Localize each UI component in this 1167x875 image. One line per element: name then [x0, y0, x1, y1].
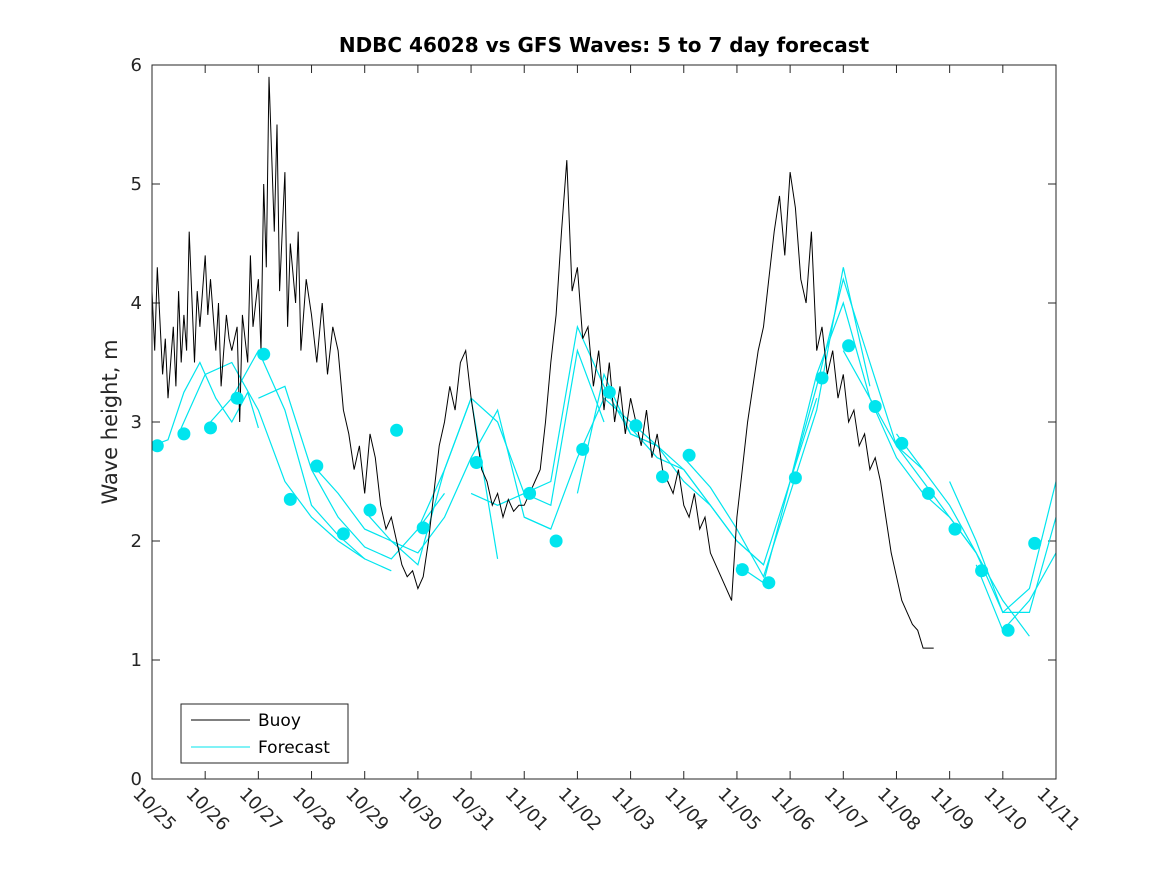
forecast-line	[364, 408, 552, 554]
forecast-marker	[656, 470, 669, 484]
forecast-marker	[230, 391, 244, 405]
y-axis-label: Wave height, m	[98, 339, 122, 504]
legend: Buoy Forecast	[180, 703, 349, 764]
buoy-line	[152, 76, 934, 649]
y-tick-label: 3	[131, 412, 142, 433]
forecast-marker	[895, 436, 909, 450]
forecast-marker	[735, 563, 749, 577]
forecast-marker	[204, 421, 217, 435]
chart-title: NDBC 46028 vs GFS Waves: 5 to 7 day fore…	[339, 33, 870, 57]
forecast-line	[949, 481, 1056, 614]
forecast-marker	[416, 521, 430, 535]
forecast-marker	[682, 448, 696, 462]
forecast-line	[152, 361, 259, 447]
forecast-marker	[1028, 536, 1042, 550]
forecast-marker	[762, 576, 776, 590]
y-tick-label: 1	[131, 650, 142, 671]
forecast-marker	[523, 486, 537, 500]
forecast-marker	[363, 503, 377, 517]
legend-label-buoy: Buoy	[258, 711, 301, 731]
plot-frame	[151, 64, 1057, 780]
forecast-marker	[788, 471, 802, 485]
forecast-marker	[549, 534, 563, 548]
forecast-line	[975, 552, 1056, 632]
forecast-marker	[842, 339, 856, 353]
forecast-line	[630, 398, 818, 566]
forecast-marker	[815, 371, 829, 385]
forecast-marker	[336, 527, 350, 541]
forecast-line	[789, 301, 977, 554]
forecast-marker	[576, 442, 590, 456]
forecast-line	[417, 348, 605, 530]
forecast-marker	[629, 419, 643, 433]
forecast-marker	[257, 347, 271, 361]
forecast-line	[258, 385, 445, 560]
y-tick-label: 5	[131, 174, 142, 195]
buoy-series-group	[152, 76, 934, 649]
forecast-marker	[310, 459, 324, 473]
forecast-marker	[602, 385, 616, 399]
forecast-marker	[948, 522, 962, 536]
forecast-marker	[152, 439, 164, 453]
forecast-line	[896, 433, 1056, 614]
forecast-marker	[921, 486, 935, 500]
forecast-line	[736, 277, 924, 584]
forecast-line	[178, 361, 366, 560]
y-tick-label: 4	[131, 293, 142, 314]
forecast-marker	[1001, 623, 1015, 637]
forecast-marker	[469, 456, 483, 469]
forecast-marker	[975, 564, 989, 578]
y-tick-label: 0	[131, 769, 142, 790]
forecast-marker	[390, 423, 404, 437]
forecast-line	[204, 349, 392, 572]
forecast-marker	[283, 492, 297, 506]
forecast-marker	[177, 427, 191, 441]
legend-label-forecast: Forecast	[258, 738, 330, 758]
y-tick-label: 6	[131, 55, 142, 76]
forecast-marker	[868, 400, 882, 413]
legend-box	[180, 703, 349, 764]
forecast-series-group	[152, 267, 1056, 637]
forecast-markers-group	[152, 339, 1042, 637]
forecast-line	[683, 267, 871, 579]
y-tick-label: 2	[131, 531, 142, 552]
